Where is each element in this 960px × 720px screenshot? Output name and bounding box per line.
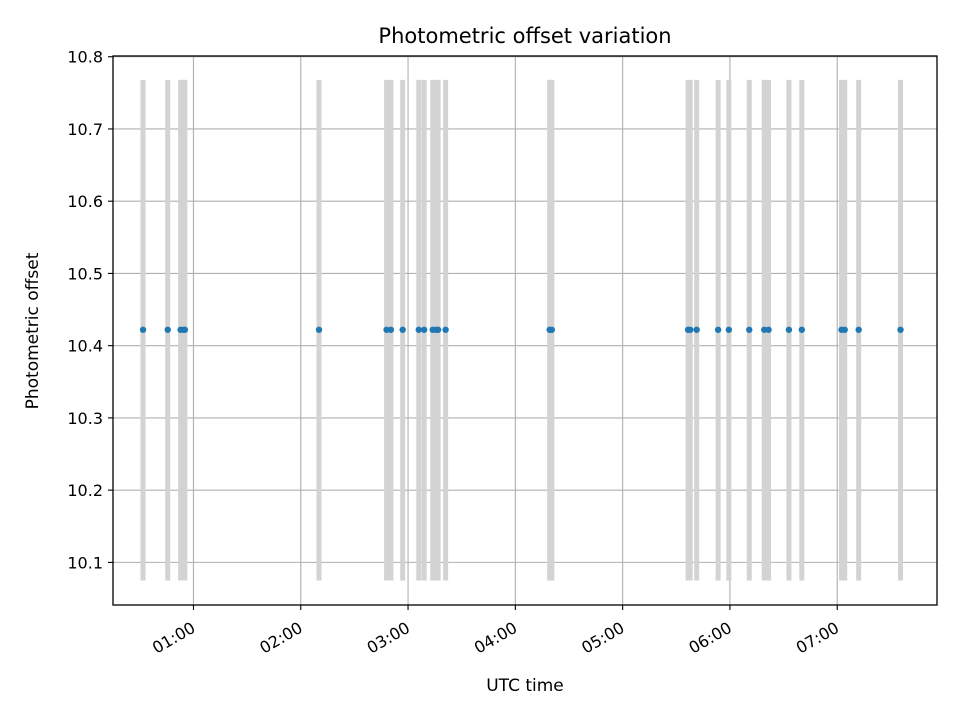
data-point: [798, 326, 806, 333]
data-point: [181, 326, 189, 333]
x-axis-label: UTC time: [486, 676, 564, 696]
data-point: [785, 326, 793, 333]
y-axis-ticks: 10.1 10.2 10.3 10.4 10.5 10.6 10.7 10.8: [67, 48, 113, 572]
data-point: [714, 326, 722, 333]
data-point: [442, 326, 449, 333]
plot-frame: [112, 55, 938, 606]
data-point: [687, 326, 694, 333]
y-tick-label: 10.5: [67, 264, 103, 283]
data-point: [897, 326, 904, 333]
data-point: [765, 326, 772, 333]
data-point: [164, 326, 171, 333]
data-point: [548, 326, 556, 333]
plot-area: [113, 56, 937, 605]
y-tick-label: 10.8: [67, 48, 103, 67]
data-point: [315, 326, 323, 333]
y-tick-label: 10.1: [67, 553, 103, 572]
y-axis-label: Photometric offset: [23, 252, 43, 409]
data-point: [420, 326, 428, 333]
data-point: [399, 326, 406, 333]
chart-title: Photometric offset variation: [378, 24, 671, 48]
data-point: [841, 326, 848, 333]
data-point: [434, 326, 442, 333]
point-layer: [139, 326, 904, 333]
data-point: [387, 326, 395, 333]
data-point: [746, 326, 753, 333]
data-point: [415, 326, 422, 333]
y-tick-label: 10.4: [67, 337, 103, 356]
data-point: [725, 326, 733, 333]
y-tick-label: 10.6: [67, 192, 103, 211]
data-point: [139, 326, 147, 333]
data-point: [855, 326, 862, 333]
data-point: [693, 326, 700, 333]
y-tick-label: 10.3: [67, 409, 103, 428]
y-tick-label: 10.7: [67, 120, 103, 139]
y-tick-label: 10.2: [67, 481, 103, 500]
